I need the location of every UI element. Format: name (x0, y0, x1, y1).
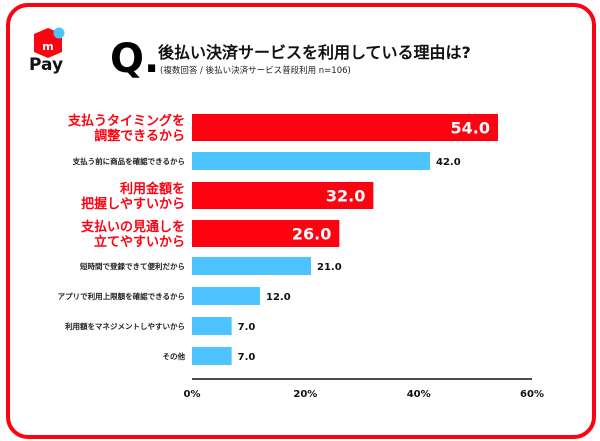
value-label: 26.0 (292, 225, 331, 244)
x-tick-label: 40% (407, 389, 431, 400)
x-tick-label: 0% (184, 389, 201, 400)
value-label: 21.0 (317, 262, 342, 273)
bar (192, 347, 232, 365)
bar (192, 317, 232, 335)
card-frame (6, 3, 596, 439)
chart-title: 後払い決済サービスを利用している理由は? (158, 43, 471, 62)
category-label: 把握しやすいから (81, 196, 185, 212)
value-label: 32.0 (326, 187, 365, 206)
value-label: 7.0 (238, 352, 256, 363)
category-label: 支払う前に商品を確認できるから (72, 156, 185, 166)
category-label: 利用額をマネジメントしやすいから (64, 321, 185, 331)
chart-subtitle: (複数回答 / 後払い決済サービス普段利用 n=106) (160, 66, 351, 76)
bar (192, 114, 498, 141)
x-tick-label: 20% (293, 389, 317, 400)
value-label: 12.0 (266, 292, 291, 303)
category-label: 立てやすいから (94, 234, 185, 250)
bar (192, 287, 260, 305)
bar (192, 220, 340, 247)
mercari-logo-icon: m (34, 27, 65, 58)
category-label: 調整できるから (94, 128, 185, 144)
logo-text: Pay (29, 55, 64, 75)
svg-text:m: m (42, 40, 53, 53)
category-label: 短時間で登録できて便利だから (80, 261, 185, 271)
bar (192, 182, 374, 209)
category-label: 支払うタイミングを (67, 113, 185, 129)
value-label: 42.0 (436, 157, 461, 168)
value-label: 54.0 (451, 119, 490, 138)
category-label: 利用金額を (120, 181, 185, 197)
q-mark: Q. (110, 36, 160, 82)
x-tick-label: 60% (520, 389, 544, 400)
bar (192, 257, 311, 275)
category-label: アプリで利用上限額を確認できるから (58, 291, 185, 301)
category-label: その他 (163, 351, 186, 361)
bar (192, 152, 430, 170)
category-label: 支払いの見通しを (80, 219, 185, 235)
value-label: 7.0 (238, 322, 256, 333)
